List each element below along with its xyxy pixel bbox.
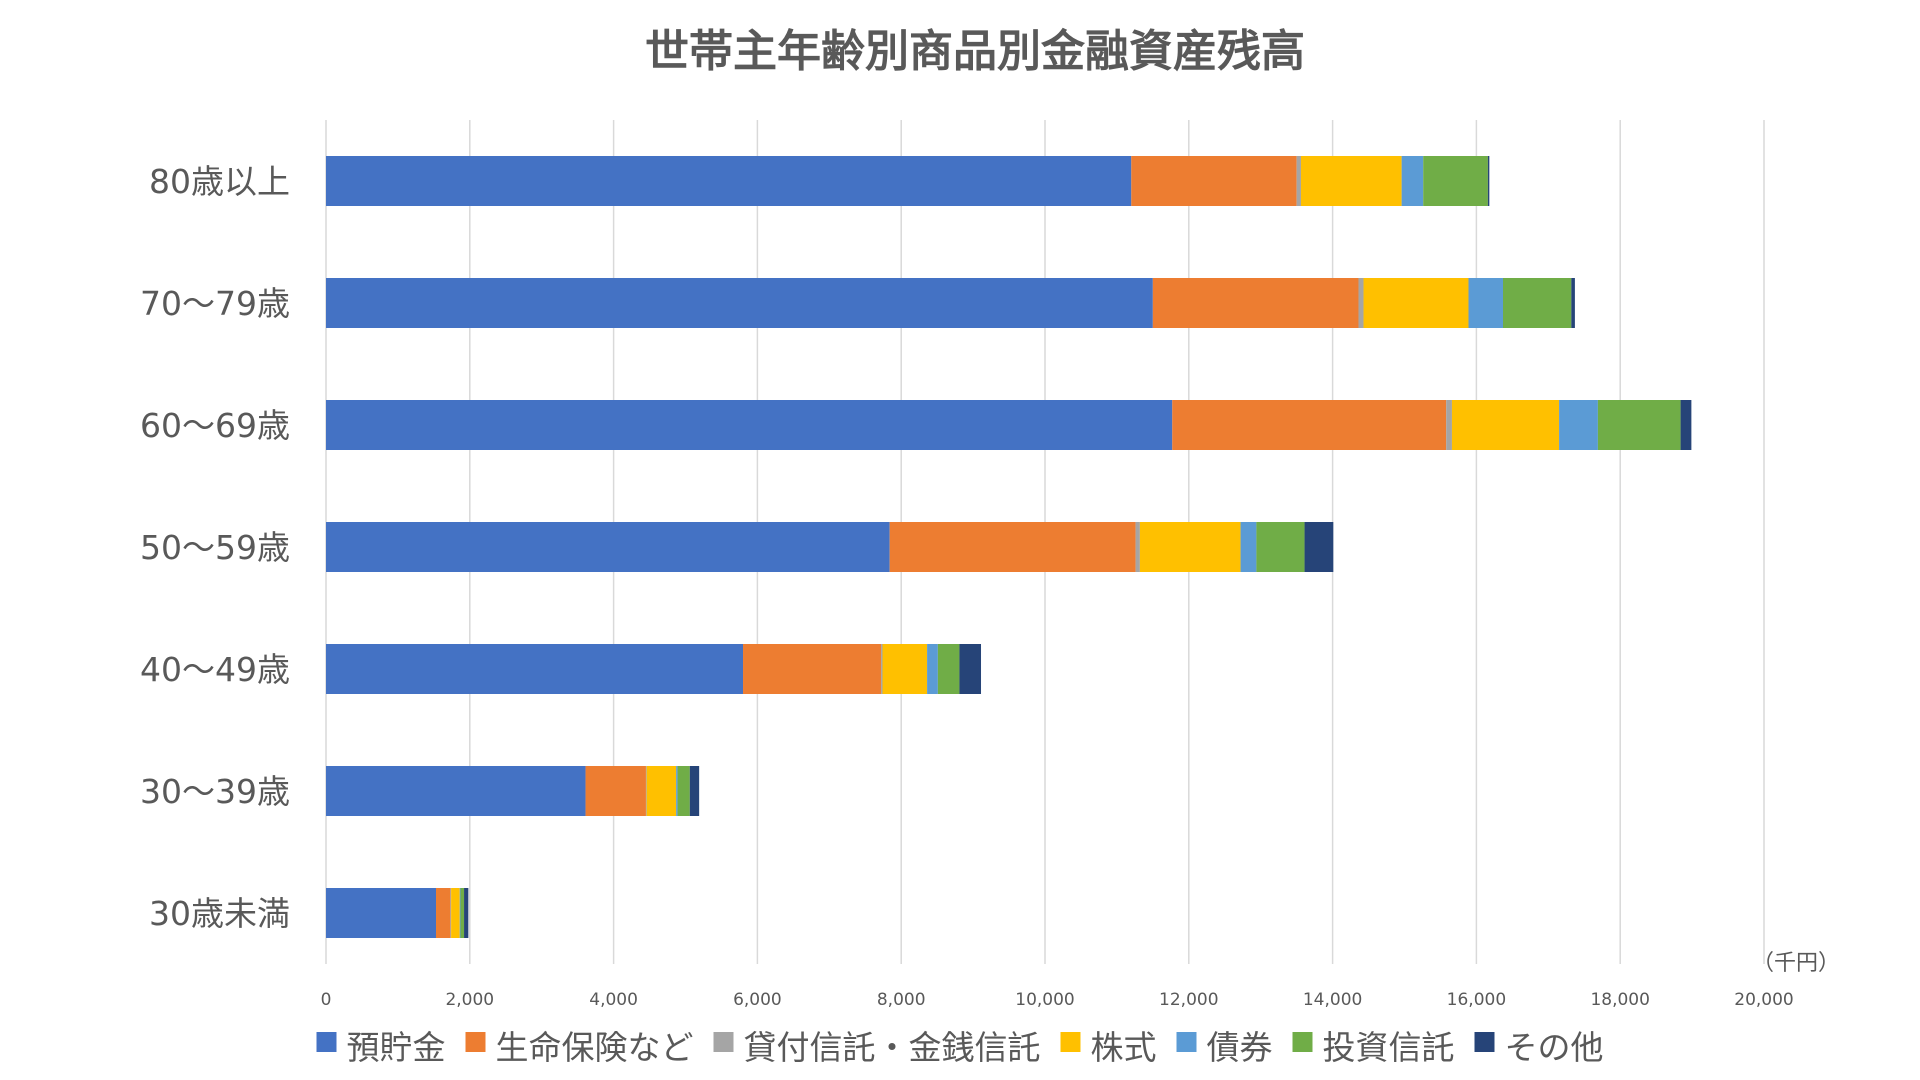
legend-label: 貸付信託・金銭信託: [744, 1028, 1041, 1067]
bar-segment: [326, 888, 437, 938]
bar-segment: [326, 766, 586, 816]
legend-swatch: [465, 1032, 486, 1052]
x-tick-label: 16,000: [1447, 990, 1506, 1010]
bar-segment: [1300, 156, 1402, 206]
category-label: 70〜79歳: [140, 284, 290, 323]
bar-segment: [459, 888, 461, 938]
bar-segment: [1139, 522, 1241, 572]
x-tick-label: 6,000: [733, 990, 782, 1010]
bar-segment: [927, 644, 938, 694]
category-label: 60〜69歳: [140, 406, 290, 445]
bar-segment: [326, 522, 890, 572]
bar-segment: [1401, 156, 1424, 206]
bar-segment: [1451, 400, 1560, 450]
bar-segment: [959, 644, 982, 694]
x-tick-label: 20,000: [1734, 990, 1793, 1010]
bar-segment: [1446, 400, 1452, 450]
bar-segment: [889, 522, 1136, 572]
bar-segment: [1135, 522, 1140, 572]
bar-segment: [326, 278, 1153, 328]
x-tick-label: 2,000: [445, 990, 494, 1010]
legend-swatch: [1060, 1032, 1081, 1052]
bar-segment: [585, 766, 646, 816]
bar-segment: [450, 888, 452, 938]
bar-segment: [1256, 522, 1305, 572]
bar-segment: [326, 156, 1132, 206]
bar-segment: [1304, 522, 1334, 572]
legend-swatch: [1474, 1032, 1495, 1052]
bar-segment: [1423, 156, 1488, 206]
legend-label: 債券: [1207, 1028, 1273, 1067]
bar-segment: [743, 644, 882, 694]
legend-label: その他: [1505, 1028, 1604, 1067]
bar-segment: [1503, 278, 1572, 328]
category-label: 50〜59歳: [140, 528, 290, 567]
x-axis-ticks: 0 2,000 4,000 6,000 8,000 10,000 12,000 14,000 1…: [321, 990, 1794, 1010]
category-label: 80歳以上: [149, 162, 290, 201]
bar-segment: [1468, 278, 1504, 328]
bar-segment: [646, 766, 677, 816]
legend-swatch: [316, 1032, 337, 1052]
bar-segment: [460, 888, 465, 938]
bar-segment: [689, 766, 700, 816]
x-tick-label: 8,000: [877, 990, 926, 1010]
x-tick-label: 14,000: [1303, 990, 1362, 1010]
bar-segment: [645, 766, 647, 816]
bar-segment: [1172, 400, 1447, 450]
bar-segment: [676, 766, 678, 816]
bar-segment: [882, 644, 928, 694]
unit-label: （千円）: [1752, 951, 1840, 976]
bar-segment: [1296, 156, 1301, 206]
bar-segment: [451, 888, 460, 938]
bar-segment: [937, 644, 960, 694]
bar-segment: [677, 766, 690, 816]
bar-segment: [326, 644, 744, 694]
x-tick-label: 0: [321, 990, 332, 1010]
x-tick-label: 12,000: [1159, 990, 1218, 1010]
bar-segment: [1559, 400, 1598, 450]
bar-segment: [326, 400, 1173, 450]
chart-title: 世帯主年齢別商品別金融資産残高: [645, 26, 1305, 77]
bar-segment: [1152, 278, 1359, 328]
legend-label: 投資信託: [1323, 1028, 1455, 1067]
bar-segment: [1358, 278, 1364, 328]
bar-segment: [1131, 156, 1297, 206]
bar-segment: [1571, 278, 1575, 328]
bar-segment: [1487, 156, 1490, 206]
category-label: 40〜49歳: [140, 650, 290, 689]
category-labels: 80歳以上 70〜79歳 60〜69歳 50〜59歳 40〜49歳 30〜39歳 30歳未満: [140, 162, 290, 933]
bars: [326, 156, 1692, 938]
bar-segment: [436, 888, 451, 938]
bar-segment: [1597, 400, 1681, 450]
bar-segment: [1680, 400, 1692, 450]
legend-swatch: [1292, 1032, 1313, 1052]
bar-segment: [1240, 522, 1257, 572]
legend: 預貯金 生命保険など 貸付信託・金銭信託 株式 債券 投資信託 その他: [316, 1028, 1604, 1067]
category-label: 30歳未満: [149, 894, 290, 933]
legend-label: 預貯金: [347, 1028, 446, 1067]
bar-segment: [464, 888, 469, 938]
legend-swatch: [1176, 1032, 1197, 1052]
x-tick-label: 10,000: [1015, 990, 1074, 1010]
legend-label: 生命保険など: [496, 1028, 694, 1067]
legend-swatch: [713, 1032, 734, 1052]
bar-segment: [1363, 278, 1469, 328]
bar-segment: [881, 644, 883, 694]
x-tick-label: 4,000: [589, 990, 638, 1010]
category-label: 30〜39歳: [140, 772, 290, 811]
x-tick-label: 18,000: [1590, 990, 1649, 1010]
legend-label: 株式: [1091, 1028, 1157, 1067]
